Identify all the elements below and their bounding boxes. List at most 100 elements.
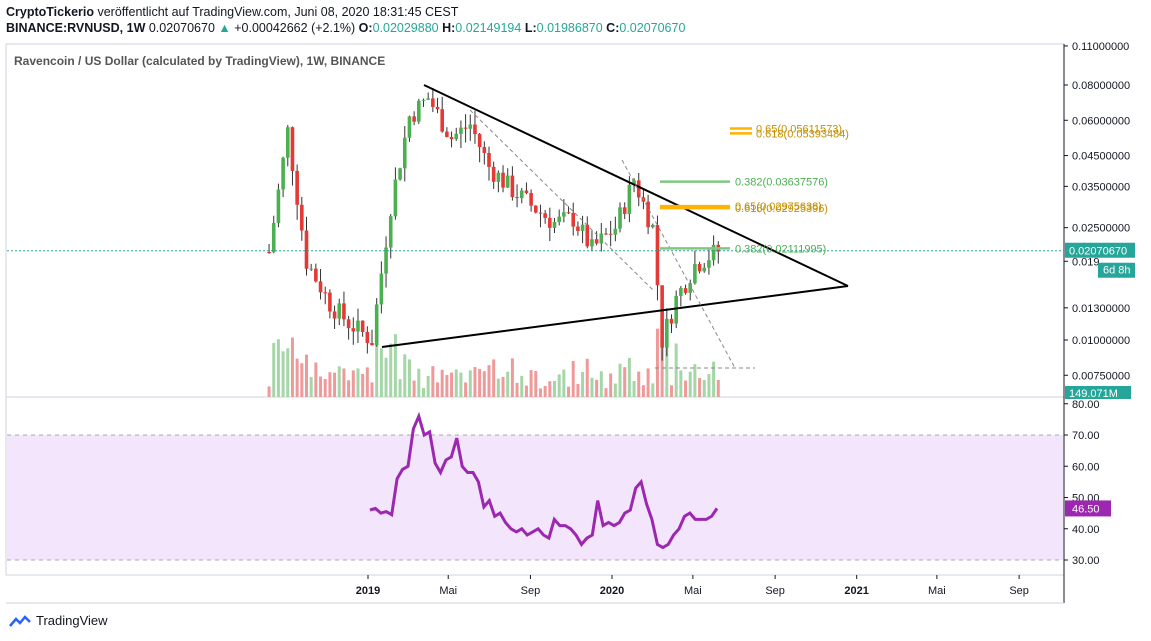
volume-bar	[506, 371, 510, 397]
volume-bar	[478, 368, 482, 397]
volume-bar	[684, 380, 688, 397]
candle-body	[571, 212, 576, 227]
candle-body	[580, 224, 585, 231]
volume-bar	[707, 374, 711, 397]
time-tick-label: Sep	[521, 585, 541, 597]
volume-bar	[567, 386, 571, 397]
close-value: 0.02070670	[619, 21, 686, 35]
candle-body	[332, 311, 337, 319]
candle-body	[693, 263, 697, 284]
volume-bar	[375, 325, 379, 397]
volume-bar	[286, 348, 290, 397]
volume-bar	[276, 339, 280, 397]
candle-body	[300, 204, 304, 231]
rsi-value-badge	[1065, 500, 1111, 517]
time-tick-label: 2021	[844, 585, 868, 597]
candle-body	[501, 172, 505, 188]
candle-body	[384, 247, 388, 274]
price-pane-frame	[5, 43, 1065, 398]
candle-body	[379, 273, 384, 305]
fib-label: 0.65(0.05611573)	[756, 124, 842, 136]
lower-trendline[interactable]	[381, 285, 849, 348]
volume-bar	[482, 371, 486, 397]
author-name[interactable]: CryptoTickerio	[6, 5, 94, 19]
volume-bar	[623, 367, 627, 397]
candle-body	[417, 100, 421, 122]
price-tick-label: 0.04500000	[1072, 151, 1130, 163]
candle-body	[562, 212, 566, 217]
rsi-value-label: 46.50	[1072, 503, 1100, 515]
tradingview-cloud-icon	[9, 614, 31, 627]
time-tick-label: 2019	[356, 585, 380, 597]
volume-bar	[421, 388, 425, 397]
volume-bar	[328, 372, 332, 397]
price-tick-label: 0.02500000	[1072, 223, 1130, 235]
candle-body	[337, 303, 342, 319]
volume-bar	[361, 373, 365, 397]
countdown-badge	[1098, 262, 1135, 278]
volume-bar	[347, 380, 351, 397]
volume-bar	[641, 385, 645, 397]
candle-body	[636, 180, 641, 198]
candle-body	[407, 116, 412, 138]
price-tick-label: 0.01300000	[1072, 303, 1130, 315]
volume-bar	[281, 351, 285, 397]
candle-body	[491, 166, 496, 182]
volume-bar	[440, 369, 444, 397]
rsi-band	[7, 435, 1063, 560]
volume-badge	[1065, 386, 1131, 399]
candle-body	[388, 216, 393, 248]
countdown-label: 6d 8h	[1103, 265, 1131, 277]
candle-body	[323, 292, 328, 294]
volume-bar	[445, 375, 449, 397]
candle-body	[393, 179, 398, 217]
volume-bar	[669, 385, 673, 397]
tradingview-logo[interactable]: TradingView	[8, 613, 108, 628]
candle-body	[454, 133, 459, 140]
volume-bar	[431, 366, 435, 397]
volume-bar	[487, 365, 491, 397]
candle-body	[402, 137, 407, 169]
candle-body	[618, 207, 622, 229]
volume-bar	[613, 383, 617, 397]
time-tick-label: 2020	[600, 585, 624, 597]
symbol-label: BINANCE:RVNUSD, 1W	[6, 21, 146, 35]
volume-bar	[501, 376, 505, 397]
candle-body	[482, 147, 487, 154]
time-tick-label: Mai	[928, 585, 946, 597]
candle-body	[304, 230, 309, 269]
volume-bar	[660, 325, 664, 397]
candle-body	[702, 267, 707, 272]
fib-label: 0.65(0.02975638)	[735, 201, 822, 213]
change-arrow-icon: ▲	[218, 21, 231, 35]
fib-label: 0.618(0.02925396)	[735, 203, 828, 215]
volume-bar	[365, 367, 369, 397]
volume-bar	[674, 343, 678, 397]
candles	[267, 87, 721, 361]
candle-body	[697, 263, 702, 272]
price-tick-label: 0.11000000	[1072, 41, 1129, 53]
volume-label: 149.071M	[1069, 388, 1118, 400]
candle-body	[295, 170, 299, 205]
volume-bar	[520, 375, 524, 397]
volume-bar	[323, 379, 327, 397]
volume-bar	[651, 383, 655, 397]
candle-body	[365, 331, 370, 344]
candle-body	[627, 184, 632, 214]
volume-bar	[716, 380, 720, 397]
price-tick-label: 0.08000000	[1072, 80, 1130, 92]
rsi-tick-label: 40.00	[1072, 524, 1100, 536]
volume-bar	[370, 382, 374, 397]
volume-bar	[267, 386, 271, 397]
volume-bar	[417, 368, 421, 397]
candle-body	[421, 99, 426, 101]
candle-body	[529, 193, 533, 206]
volume-bar	[712, 361, 716, 397]
candle-body	[707, 260, 711, 268]
candle-body	[496, 172, 501, 182]
candle-body	[604, 233, 608, 235]
candle-body	[449, 136, 454, 140]
volume-bar	[393, 334, 397, 397]
current-price-badge	[1065, 242, 1135, 258]
